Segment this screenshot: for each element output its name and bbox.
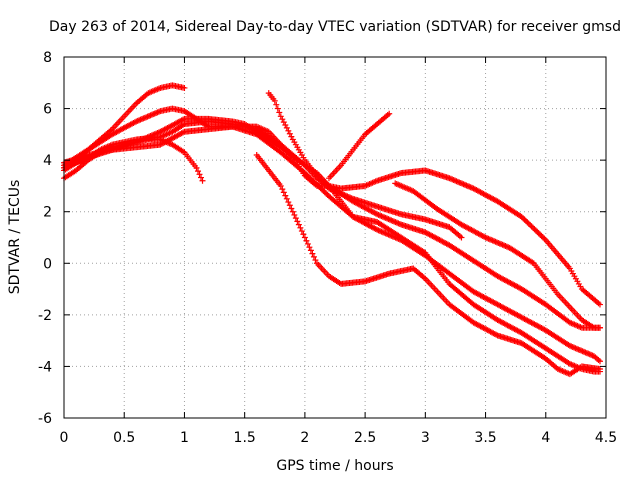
series-markers (61, 123, 603, 365)
x-tick-label: 3.5 (474, 430, 496, 446)
series-track-h (253, 151, 603, 378)
x-axis: 0 0.5 1 1.5 2 2.5 3 3.5 4 4.5 (60, 57, 617, 446)
y-tick-label: 4 (43, 153, 52, 169)
y-axis-label: SDTVAR / TECUs (7, 180, 23, 295)
x-tick-label: 4.5 (595, 430, 617, 446)
x-tick-label: 0 (60, 430, 69, 446)
x-tick-label: 1.5 (234, 430, 256, 446)
series-markers (253, 151, 603, 378)
series-track-i (325, 110, 393, 182)
series-markers (392, 180, 603, 331)
series-group (61, 82, 603, 378)
x-tick-label: 2.5 (354, 430, 376, 446)
y-tick-label: -6 (38, 411, 52, 427)
x-axis-label: GPS time / hours (276, 458, 393, 474)
grid (64, 57, 606, 418)
series-track-e (61, 123, 603, 365)
x-tick-label: 0.5 (113, 430, 135, 446)
series-markers (265, 90, 603, 375)
series-track-j (392, 180, 603, 331)
x-tick-label: 3 (421, 430, 430, 446)
x-tick-label: 1 (180, 430, 189, 446)
plot-frame (63, 56, 607, 419)
y-tick-label: -2 (38, 308, 52, 324)
y-tick-label: 6 (43, 102, 52, 118)
y-tick-label: 0 (43, 256, 52, 272)
series-markers (325, 110, 393, 182)
y-axis: -6 -4 -2 0 2 4 6 8 (38, 50, 606, 427)
series-track-g (265, 90, 603, 375)
chart-title: Day 263 of 2014, Sidereal Day-to-day VTE… (49, 19, 621, 35)
x-tick-label: 4 (541, 430, 550, 446)
x-tick-label: 2 (300, 430, 309, 446)
y-tick-label: 2 (43, 205, 52, 221)
y-tick-label: 8 (43, 50, 52, 66)
y-tick-label: -4 (38, 359, 52, 375)
